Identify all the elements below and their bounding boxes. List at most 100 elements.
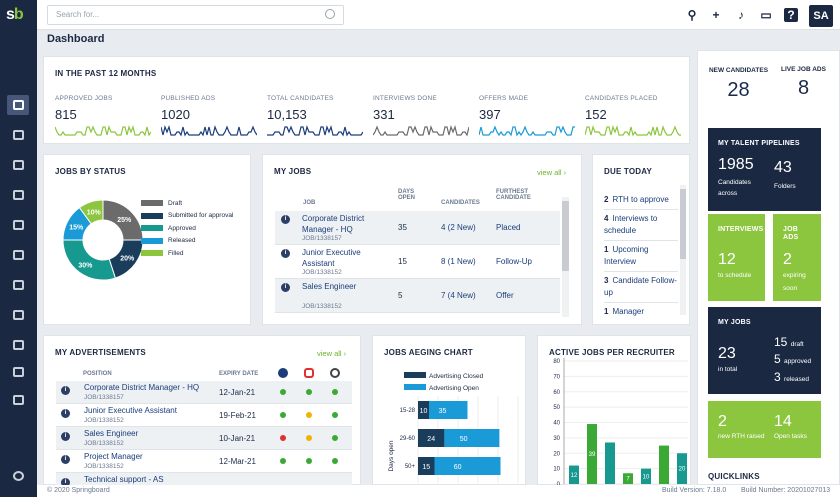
candidates-link[interactable]: 4 (2 New) [441, 223, 476, 232]
kpi-sparkline [161, 125, 257, 137]
aeging-bar[interactable] [418, 401, 429, 419]
due-item[interactable]: 1 Manager [604, 303, 678, 316]
live-job-ads[interactable]: LIVE JOB ADS 8 [771, 66, 836, 100]
table-row[interactable]: i Junior Executive Assistant JOB/1338152 15… [275, 245, 560, 279]
table-row[interactable]: i Sales Engineer JOB/1338152 5 7 (4 New) Offe… [275, 279, 560, 313]
ad-expiry: 19-Feb-21 [219, 411, 256, 420]
due-item[interactable]: 2 RTH to approve [604, 191, 678, 210]
aeging-bar[interactable] [418, 457, 435, 475]
kpi-0[interactable]: APPROVED JOBS 815 [55, 95, 155, 138]
ad-row[interactable]: i Sales Engineer JOB/1338152 10-Jan-21 [56, 427, 352, 450]
info-icon[interactable]: i [281, 249, 290, 258]
ad-position-link[interactable]: Technical support - AS [84, 475, 164, 484]
ad-position-link[interactable]: Sales Engineer [84, 429, 139, 438]
jobs-scrollbar[interactable] [562, 197, 569, 317]
candidates-link[interactable]: 7 (4 New) [441, 291, 476, 300]
search-icon[interactable] [325, 9, 335, 19]
talent-pipelines-tile[interactable]: MY TALENT PIPELINES 1985 Candidates acro… [708, 128, 821, 211]
due-item[interactable]: 3 Candidate Follow-up [604, 272, 678, 303]
calendar-nav-icon[interactable] [7, 275, 29, 295]
rth-tile[interactable]: 2 new RTH raised 14 Open tasks [708, 401, 821, 458]
dashboard-nav-icon[interactable] [7, 95, 29, 115]
candidates-nav-icon[interactable] [7, 215, 29, 235]
ad-position-link[interactable]: Junior Executive Assistant [84, 406, 177, 415]
info-icon[interactable]: i [61, 455, 70, 464]
table-row[interactable]: i Corporate District Manager - HQ JOB/1338… [275, 211, 560, 245]
recruiter-bar[interactable] [623, 473, 633, 484]
reports-nav-icon[interactable] [7, 390, 29, 410]
build-number: Build Number: 20201027013 [741, 487, 831, 494]
kpi-4[interactable]: OFFERS MADE 397 [479, 95, 579, 138]
aeging-bar[interactable] [429, 401, 468, 419]
folders-nav-icon[interactable] [7, 245, 29, 265]
candidates-link[interactable]: 8 (1 New) [441, 257, 476, 266]
job-ads-tile[interactable]: JOB ADS 2 expiring soon [773, 214, 821, 301]
my-jobs-total-label: in total [718, 366, 738, 373]
kpi-label: CANDIDATES PLACED [585, 95, 658, 102]
ad-row[interactable]: i Project Manager JOB/1338152 12-Mar-21 [56, 450, 352, 473]
jobs-nav-icon[interactable] [7, 125, 29, 145]
board-status-dot [332, 435, 338, 441]
windows-icon[interactable]: ▭ [760, 8, 772, 22]
my-jobs-tile[interactable]: MY JOBS 23 in total 15 draft 5 approved … [708, 307, 821, 394]
recruiter-bar[interactable] [641, 468, 651, 484]
job-title-link[interactable]: Sales Engineer [302, 282, 357, 291]
due-text: Interviews to schedule [604, 214, 658, 235]
ad-row[interactable]: i Junior Executive Assistant JOB/1338152 19… [56, 404, 352, 427]
info-icon[interactable]: i [61, 478, 70, 485]
recruiter-bar[interactable] [587, 424, 597, 484]
ad-row[interactable]: i Corporate District Manager - HQ JOB/1338… [56, 381, 352, 404]
donut-slice[interactable] [62, 239, 116, 281]
kpi-3[interactable]: INTERVIEWS DONE 331 [373, 95, 473, 138]
search-input[interactable]: Search for... [47, 5, 344, 25]
find-user-icon[interactable]: ⚲ [687, 8, 697, 22]
ads-view-all-link[interactable]: view all › [317, 349, 347, 358]
interviews-tile[interactable]: INTERVIEWS 12 to schedule [708, 214, 765, 301]
col-candidates: CANDIDATES [441, 200, 480, 206]
avatar[interactable]: SA [809, 5, 833, 27]
info-icon[interactable]: i [61, 386, 70, 395]
info-icon[interactable]: i [281, 283, 290, 292]
help-icon[interactable]: ? [784, 8, 798, 22]
due-text: Candidate Follow-up [604, 276, 677, 297]
due-item[interactable]: 1 Upcoming Interview [604, 241, 678, 272]
col-job: JOB [303, 200, 316, 206]
sparkline-line [161, 125, 257, 137]
ad-position-link[interactable]: Project Manager [84, 452, 143, 461]
aeging-bar[interactable] [444, 429, 500, 447]
due-scrollbar[interactable] [680, 185, 686, 315]
tags-nav-icon[interactable] [7, 155, 29, 175]
job-title-link[interactable]: Junior Executive Assistant [302, 248, 361, 268]
donut-slice[interactable] [78, 199, 104, 225]
ad-position-link[interactable]: Corporate District Manager - HQ [84, 383, 200, 392]
building-nav-icon[interactable] [7, 335, 29, 355]
info-icon[interactable]: i [61, 409, 70, 418]
target-nav-icon[interactable] [7, 362, 29, 382]
due-item[interactable]: 4 Interviews to schedule [604, 210, 678, 241]
pin-nav-icon[interactable] [7, 305, 29, 325]
bell-icon[interactable]: ♪ [738, 8, 744, 22]
add-user-icon[interactable]: + [712, 8, 720, 22]
job-title-link[interactable]: Corporate District Manager - HQ [302, 214, 365, 234]
aeging-bar[interactable] [434, 457, 501, 475]
ad-job-id: JOB/1338152 [84, 463, 124, 470]
job-title-link[interactable]: Project Manager [302, 315, 377, 316]
info-icon[interactable]: i [281, 215, 290, 224]
info-icon[interactable]: i [61, 432, 70, 441]
recruiter-bar[interactable] [659, 445, 669, 484]
ad-row[interactable]: i Technical support - AS [56, 473, 352, 485]
aeging-bar[interactable] [418, 429, 445, 447]
settings-gear-icon[interactable] [7, 466, 29, 486]
kpi-5[interactable]: CANDIDATES PLACED 152 [585, 95, 685, 138]
recruiter-bar[interactable] [605, 442, 615, 484]
new-candidates[interactable]: NEW CANDIDATES 28 [706, 66, 771, 102]
my-jobs-view-all-link[interactable]: view all › [537, 168, 567, 177]
jobs-aeging-card: JOBS AEGING CHART Advertising Closed Adve… [372, 335, 526, 485]
springboard-logo[interactable]: sb [6, 6, 24, 23]
kpi-1[interactable]: PUBLISHED ADS 1020 [161, 95, 261, 138]
ads-nav-icon[interactable] [7, 185, 29, 205]
kpi-2[interactable]: TOTAL CANDIDATES 10,153 [267, 95, 367, 138]
recruiter-bar[interactable] [569, 465, 579, 484]
recruiter-bar[interactable] [677, 453, 687, 484]
